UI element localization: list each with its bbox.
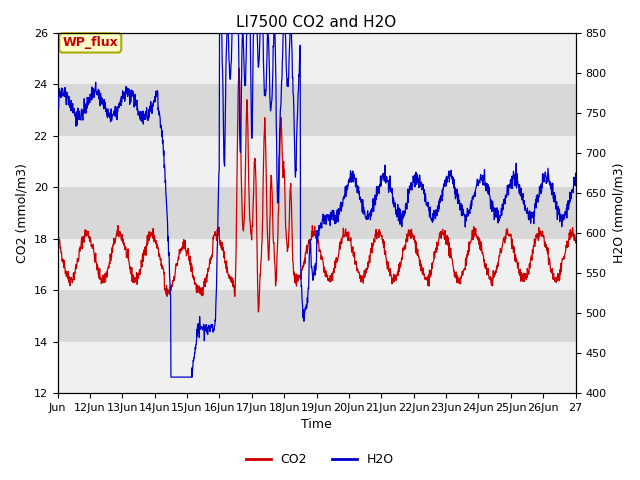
Bar <box>58 187 575 239</box>
Legend: CO2, H2O: CO2, H2O <box>241 448 399 471</box>
Bar <box>58 290 575 342</box>
X-axis label: Time: Time <box>301 419 332 432</box>
Y-axis label: H2O (mmol/m3): H2O (mmol/m3) <box>612 163 625 263</box>
Bar <box>58 239 575 290</box>
Text: WP_flux: WP_flux <box>62 36 118 49</box>
Title: LI7500 CO2 and H2O: LI7500 CO2 and H2O <box>236 15 397 30</box>
Bar <box>58 84 575 135</box>
Y-axis label: CO2 (mmol/m3): CO2 (mmol/m3) <box>15 163 28 263</box>
Bar <box>58 135 575 187</box>
Bar <box>58 342 575 393</box>
Bar <box>58 33 575 84</box>
